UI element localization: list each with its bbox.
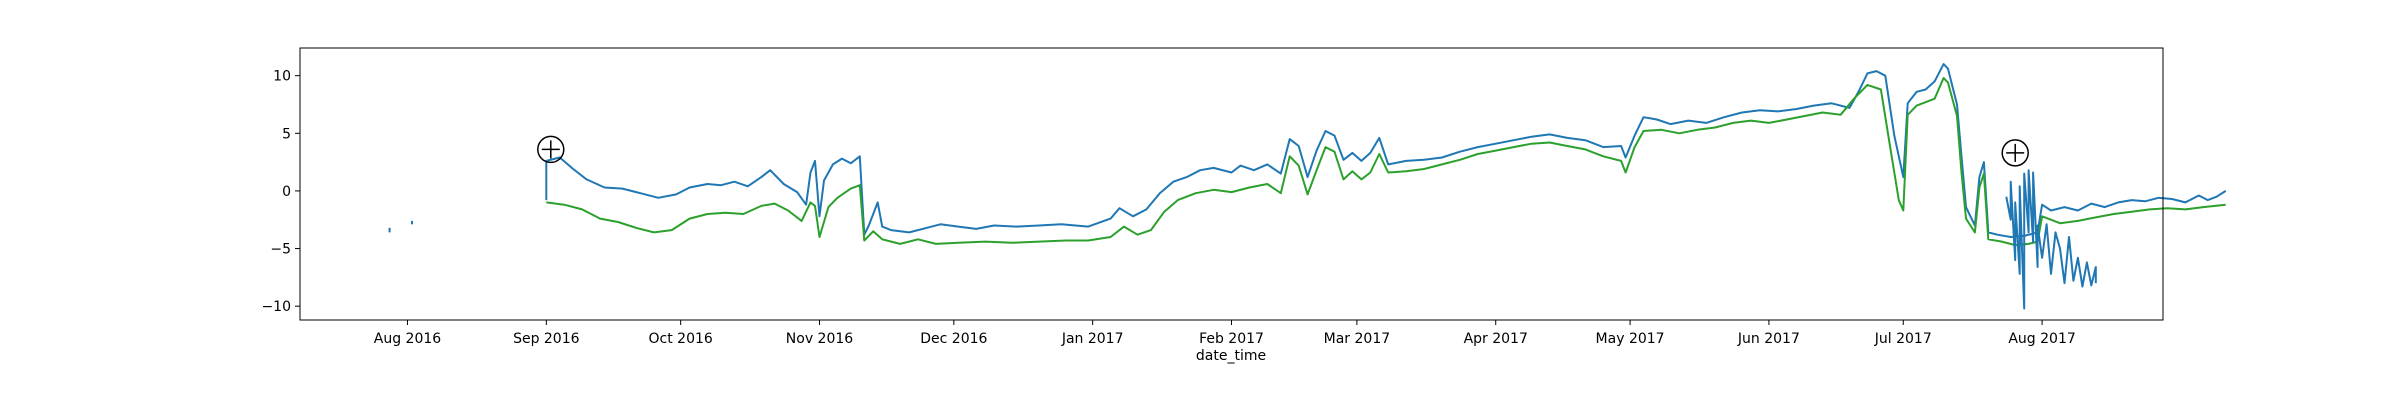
x-axis-label: date_time (1196, 348, 1266, 364)
annotation-marker-1 (2001, 139, 2029, 167)
x-axis: Aug 2016 Sep 2016 Oct 2016 Nov 2016 Dec 2016… (374, 320, 2076, 347)
x-tick-label: Mar 2017 (1324, 331, 1391, 347)
series-1-line-0 (546, 77, 2226, 247)
x-tick-label: May 2017 (1596, 331, 1665, 347)
x-tick-label: Sep 2016 (513, 331, 580, 347)
axes-layer (299, 47, 2164, 321)
y-tick-label: 10 (273, 69, 291, 85)
x-tick-label: Oct 2016 (649, 331, 713, 347)
series-layer (388, 63, 2227, 310)
x-tick-label: Dec 2016 (920, 331, 987, 347)
x-tick-label: Jul 2017 (1874, 331, 1932, 347)
x-tick-label: Jun 2017 (1737, 331, 1800, 347)
x-tick-label: Jan 2017 (1061, 331, 1124, 347)
annotation-layer (537, 135, 2029, 167)
x-tick-label: Aug 2016 (374, 331, 442, 347)
y-tick-label: −5 (270, 242, 291, 258)
x-tick-label: Nov 2016 (786, 331, 853, 347)
y-tick-label: 5 (282, 126, 291, 142)
x-tick-label: Aug 2017 (2008, 331, 2075, 347)
annotation-marker-0 (537, 135, 565, 164)
y-tick-label: −10 (261, 299, 291, 315)
series-0-line-2 (545, 63, 2227, 238)
annotation-circle (2001, 139, 2029, 167)
y-tick-label: 0 (282, 184, 291, 200)
x-tick-label: Apr 2017 (1464, 331, 1528, 347)
plot-frame (299, 47, 2164, 321)
annotation-circle (537, 135, 565, 164)
x-tick-label: Feb 2017 (1199, 331, 1264, 347)
series-2-line-0 (2005, 169, 2097, 310)
y-axis: 10 5 0 −5 −10 (261, 69, 300, 315)
